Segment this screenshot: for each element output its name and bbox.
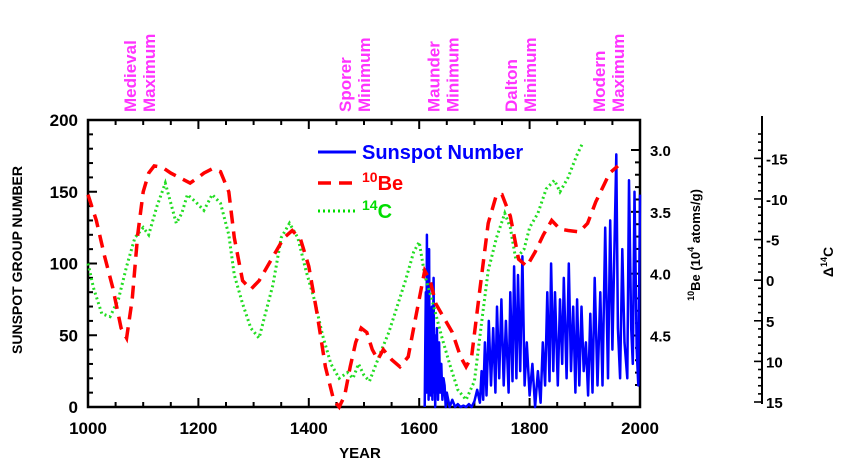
period-label-line1: Sporer [336, 57, 355, 112]
period-label-line2: Minimum [355, 37, 374, 112]
y-axis: 0 50 100 150 200 [50, 111, 97, 417]
x-tick-label: 1600 [400, 419, 438, 438]
legend-label-main: Be [378, 173, 404, 195]
svg-text:Δ14C: Δ14C [819, 247, 836, 277]
sunspot-series-line [423, 153, 642, 409]
period-label-line2: Maximum [609, 34, 628, 112]
period-label-line1: Maunder [425, 41, 444, 112]
be10-title-main: Be (10 [688, 252, 703, 291]
legend-label-super: 14 [362, 197, 378, 213]
x-tick-label: 2000 [621, 419, 659, 438]
be10-tick-label: 4.5 [650, 329, 671, 346]
y-tick-label: 0 [69, 398, 78, 417]
be10-title-tail: atoms/g) [688, 189, 703, 247]
be10-tick-label: 3.0 [650, 143, 671, 160]
c14-title-delta: Δ [820, 267, 836, 277]
be10-series-line [86, 163, 620, 411]
legend-label: Sunspot Number [362, 142, 523, 164]
c14-tick-label: -5 [766, 233, 779, 250]
y-tick-label: 150 [50, 183, 78, 202]
x-tick-label: 1000 [69, 419, 107, 438]
be10-title-super: 10 [686, 291, 696, 301]
c14-title-super: 14 [819, 257, 829, 267]
x-tick-label: 1800 [511, 419, 549, 438]
c14-tick-label: 0 [766, 273, 774, 290]
period-label-line2: Minimum [444, 37, 463, 112]
c14-tick-label: -10 [766, 192, 788, 209]
c14-title-main: C [820, 247, 836, 257]
legend-label: 14C [362, 197, 392, 223]
y-tick-label: 200 [50, 111, 78, 130]
x-axis: 1000 1200 1400 1600 1800 2000 [69, 120, 659, 438]
c14-axis: -15 -10 -5 0 5 10 15 [754, 116, 788, 412]
period-label-line1: Medieval [121, 40, 140, 112]
series-layer [86, 143, 642, 411]
legend-label-super: 10 [362, 169, 378, 185]
y-tick-label: 100 [50, 255, 78, 274]
be10-axis-title: 10Be (104 atoms/g) [686, 189, 703, 301]
svg-text:10Be (104 atoms/g): 10Be (104 atoms/g) [686, 189, 703, 301]
legend-label-main: C [378, 201, 392, 223]
y-axis-title: SUNSPOT GROUP NUMBER [9, 166, 25, 354]
c14-tick-label: 5 [766, 314, 774, 331]
be10-tick-label: 4.0 [650, 267, 671, 284]
x-axis-title: YEAR [339, 445, 381, 462]
be10-tick-label: 3.5 [650, 205, 671, 222]
x-tick-label: 1400 [290, 419, 328, 438]
c14-tick-label: 10 [766, 354, 783, 371]
period-label-line1: Dalton [502, 59, 521, 112]
period-label-line2: Maximum [140, 34, 159, 112]
y-tick-label: 50 [59, 326, 78, 345]
legend-label: 10Be [362, 169, 403, 195]
period-annotations: Medieval Maximum Sporer Minimum Maunder Minim… [121, 34, 628, 112]
c14-tick-label: -15 [766, 151, 788, 168]
x-tick-label: 1200 [179, 419, 217, 438]
period-label-line1: Modern [590, 51, 609, 112]
c14-axis-title: Δ14C [819, 247, 836, 277]
period-label-line2: Minimum [521, 37, 540, 112]
c14-series-line [86, 143, 584, 403]
c14-tick-label: 15 [766, 395, 783, 412]
be10-title-exp: 4 [686, 247, 696, 252]
